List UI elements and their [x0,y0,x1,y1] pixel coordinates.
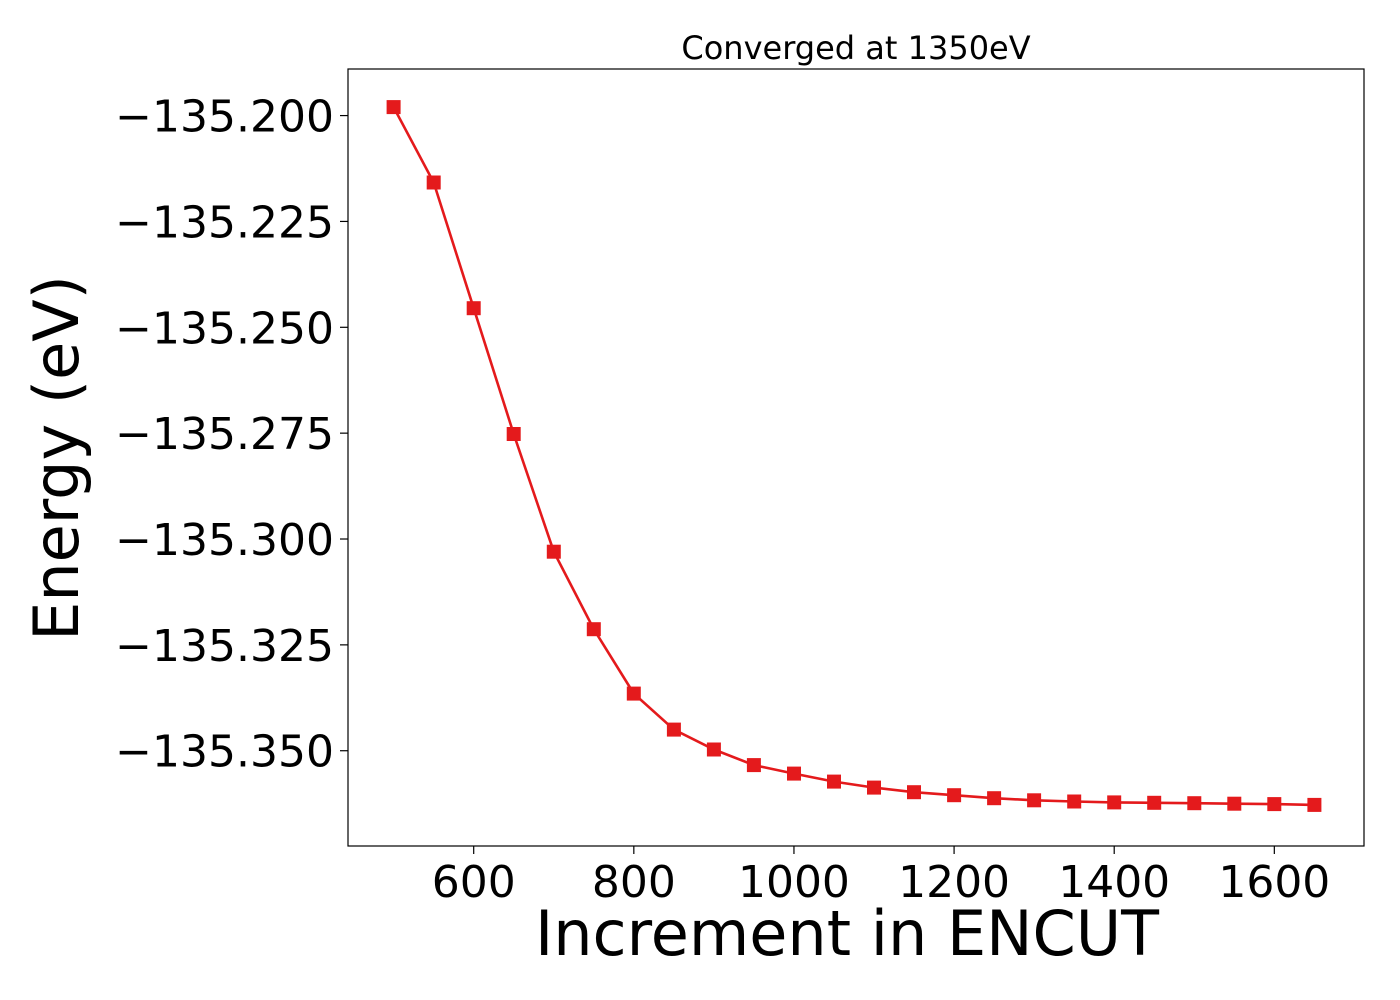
data-point [1147,795,1162,810]
data-point [1227,796,1242,811]
x-axis-label: Increment in ENCUT [535,897,1160,970]
data-point [386,100,401,115]
y-tick-label: −135.325 [115,621,334,672]
x-tick-label: 1000 [738,857,850,908]
x-axis-ticks: 600 800 1000 1200 1400 1600 [432,846,1330,908]
data-point [546,544,561,559]
data-point [1067,794,1082,809]
x-tick-label: 1200 [898,857,1010,908]
data-point [586,622,601,637]
data-point [827,774,841,789]
y-tick-label: −135.350 [115,727,334,778]
data-point [506,427,521,441]
data-point [987,791,1002,806]
y-axis-ticks: −135.200 −135.225 −135.250 −135.275 −135.300… [115,92,348,778]
chart-title: Converged at 1350eV [681,29,1030,67]
series-layer [386,100,1322,812]
y-tick-label: −135.225 [115,197,334,248]
data-point [1027,793,1042,808]
data-point [666,722,681,737]
x-tick-label: 600 [432,857,516,908]
y-axis-label: Energy (eV) [20,275,93,641]
series-line [392,106,1315,807]
x-tick-label: 1600 [1218,857,1330,908]
x-tick-label: 1400 [1058,857,1170,908]
data-point [1187,796,1202,811]
data-point [907,785,921,800]
data-point [466,301,481,316]
y-tick-label: −135.275 [115,409,334,460]
data-point [1307,797,1322,812]
data-point [867,780,881,795]
data-point [1267,797,1282,812]
x-tick-label: 800 [592,857,676,908]
y-tick-label: −135.250 [115,303,334,354]
data-point [787,766,801,781]
plot-area-frame [347,68,1365,847]
data-point [426,175,441,190]
data-point [1107,795,1122,810]
y-tick-label: −135.200 [115,92,334,143]
data-point [746,758,761,773]
data-point [626,686,641,701]
data-point [706,742,721,757]
data-point [947,788,962,803]
y-tick-label: −135.300 [115,515,334,566]
